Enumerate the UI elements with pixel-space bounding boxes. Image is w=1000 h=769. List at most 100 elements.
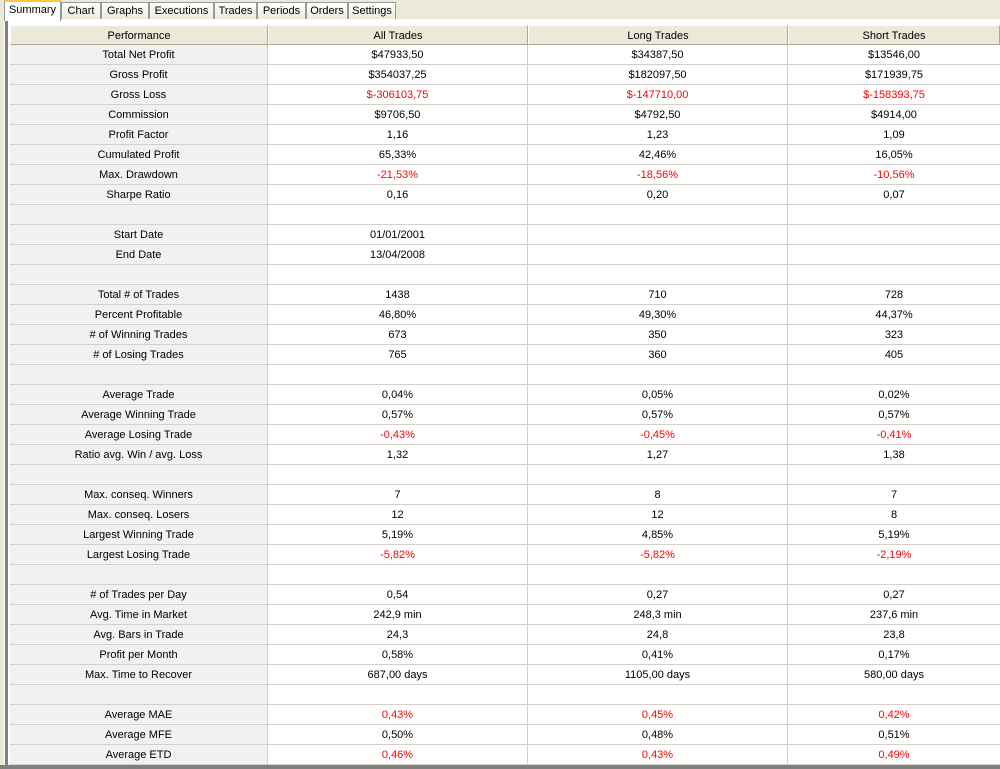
value-all-trades: 1,32 xyxy=(268,445,528,465)
value-long-trades xyxy=(528,265,788,285)
table-row[interactable]: Average Trade 0,04% 0,05% 0,02% xyxy=(10,385,1000,405)
tab-chart[interactable]: Chart xyxy=(61,2,101,19)
table-row[interactable]: # of Trades per Day 0,54 0,27 0,27 xyxy=(10,585,1000,605)
row-label: Avg. Bars in Trade xyxy=(10,625,268,645)
table-row[interactable]: Max. conseq. Losers 12 12 8 xyxy=(10,505,1000,525)
row-label: Total Net Profit xyxy=(10,45,268,65)
value-long-trades: 0,20 xyxy=(528,185,788,205)
table-row[interactable]: Total Net Profit $47933,50 $34387,50 $13546… xyxy=(10,45,1000,65)
table-row[interactable]: Start Date 01/01/2001 xyxy=(10,225,1000,245)
column-header-long-trades[interactable]: Long Trades xyxy=(528,25,788,45)
table-row[interactable]: # of Winning Trades 673 350 323 xyxy=(10,325,1000,345)
value-short-trades: 1,38 xyxy=(788,445,1000,465)
tab-summary[interactable]: Summary xyxy=(4,0,61,21)
value-short-trades: 0,42% xyxy=(788,705,1000,725)
value-all-trades: 673 xyxy=(268,325,528,345)
table-row[interactable] xyxy=(10,205,1000,225)
value-long-trades: 1,27 xyxy=(528,445,788,465)
value-long-trades: 12 xyxy=(528,505,788,525)
table-row[interactable]: Total # of Trades 1438 710 728 xyxy=(10,285,1000,305)
tab-bar: Summary Chart Graphs Executions Trades Period… xyxy=(0,0,1000,21)
table-row[interactable]: Gross Profit $354037,25 $182097,50 $171939,… xyxy=(10,65,1000,85)
table-row[interactable]: End Date 13/04/2008 xyxy=(10,245,1000,265)
table-row[interactable]: Max. Time to Recover 687,00 days 1105,00 d… xyxy=(10,665,1000,685)
row-label xyxy=(10,265,268,285)
value-long-trades: 350 xyxy=(528,325,788,345)
horizontal-scrollbar[interactable] xyxy=(0,765,1000,769)
value-all-trades: -21,53% xyxy=(268,165,528,185)
table-row[interactable] xyxy=(10,265,1000,285)
table-row[interactable]: Average Winning Trade 0,57% 0,57% 0,57% xyxy=(10,405,1000,425)
value-short-trades: 0,02% xyxy=(788,385,1000,405)
value-long-trades: -18,56% xyxy=(528,165,788,185)
tab-graphs[interactable]: Graphs xyxy=(101,2,149,19)
table-row[interactable]: Profit per Month 0,58% 0,41% 0,17% xyxy=(10,645,1000,665)
value-short-trades xyxy=(788,685,1000,705)
row-label: Average Losing Trade xyxy=(10,425,268,445)
table-row[interactable] xyxy=(10,565,1000,585)
value-long-trades: 248,3 min xyxy=(528,605,788,625)
column-header-all-trades[interactable]: All Trades xyxy=(268,25,528,45)
value-short-trades: 1,09 xyxy=(788,125,1000,145)
column-header-performance[interactable]: Performance xyxy=(10,25,268,45)
tab-trades[interactable]: Trades xyxy=(214,2,257,19)
table-row[interactable]: Average MFE 0,50% 0,48% 0,51% xyxy=(10,725,1000,745)
performance-table: Performance All Trades Long Trades Short… xyxy=(10,25,1000,765)
table-row[interactable]: Commission $9706,50 $4792,50 $4914,00 xyxy=(10,105,1000,125)
row-label: Start Date xyxy=(10,225,268,245)
table-row[interactable]: Average MAE 0,43% 0,45% 0,42% xyxy=(10,705,1000,725)
value-long-trades: 710 xyxy=(528,285,788,305)
table-row[interactable] xyxy=(10,365,1000,385)
row-label: Max. Drawdown xyxy=(10,165,268,185)
tab-orders[interactable]: Orders xyxy=(306,2,348,19)
value-short-trades: $-158393,75 xyxy=(788,85,1000,105)
row-label: Max. conseq. Losers xyxy=(10,505,268,525)
table-row[interactable]: Avg. Bars in Trade 24,3 24,8 23,8 xyxy=(10,625,1000,645)
tab-executions[interactable]: Executions xyxy=(149,2,214,19)
row-label: Average ETD xyxy=(10,745,268,765)
table-row[interactable]: Largest Winning Trade 5,19% 4,85% 5,19% xyxy=(10,525,1000,545)
value-all-trades: 0,50% xyxy=(268,725,528,745)
column-header-short-trades[interactable]: Short Trades xyxy=(788,25,1000,45)
row-label: Cumulated Profit xyxy=(10,145,268,165)
value-long-trades xyxy=(528,465,788,485)
value-short-trades: -2,19% xyxy=(788,545,1000,565)
table-row[interactable]: Avg. Time in Market 242,9 min 248,3 min 237… xyxy=(10,605,1000,625)
row-label: Average Winning Trade xyxy=(10,405,268,425)
value-all-trades: 687,00 days xyxy=(268,665,528,685)
row-label: Average MAE xyxy=(10,705,268,725)
table-row[interactable]: Average ETD 0,46% 0,43% 0,49% xyxy=(10,745,1000,765)
table-row[interactable]: Gross Loss $-306103,75 $-147710,00 $-158393… xyxy=(10,85,1000,105)
tab-periods[interactable]: Periods xyxy=(257,2,306,19)
tab-settings[interactable]: Settings xyxy=(348,2,396,19)
value-long-trades: $182097,50 xyxy=(528,65,788,85)
table-row[interactable]: Profit Factor 1,16 1,23 1,09 xyxy=(10,125,1000,145)
table-row[interactable]: Largest Losing Trade -5,82% -5,82% -2,19% xyxy=(10,545,1000,565)
table-row[interactable]: Percent Profitable 46,80% 49,30% 44,37% xyxy=(10,305,1000,325)
panel-border xyxy=(5,19,8,765)
value-long-trades: 0,45% xyxy=(528,705,788,725)
table-row[interactable]: Sharpe Ratio 0,16 0,20 0,07 xyxy=(10,185,1000,205)
value-long-trades: 8 xyxy=(528,485,788,505)
value-long-trades xyxy=(528,565,788,585)
value-all-trades: 0,46% xyxy=(268,745,528,765)
value-all-trades: 1,16 xyxy=(268,125,528,145)
value-long-trades: 49,30% xyxy=(528,305,788,325)
row-label: Largest Losing Trade xyxy=(10,545,268,565)
table-row[interactable] xyxy=(10,465,1000,485)
value-long-trades: 42,46% xyxy=(528,145,788,165)
value-long-trades: 0,43% xyxy=(528,745,788,765)
value-all-trades: 24,3 xyxy=(268,625,528,645)
table-row[interactable]: Max. conseq. Winners 7 8 7 xyxy=(10,485,1000,505)
value-short-trades xyxy=(788,265,1000,285)
table-row[interactable]: # of Losing Trades 765 360 405 xyxy=(10,345,1000,365)
table-row[interactable]: Average Losing Trade -0,43% -0,45% -0,41% xyxy=(10,425,1000,445)
row-label: Gross Loss xyxy=(10,85,268,105)
table-row[interactable]: Cumulated Profit 65,33% 42,46% 16,05% xyxy=(10,145,1000,165)
value-all-trades: 0,57% xyxy=(268,405,528,425)
value-short-trades xyxy=(788,565,1000,585)
table-row[interactable]: Max. Drawdown -21,53% -18,56% -10,56% xyxy=(10,165,1000,185)
value-short-trades xyxy=(788,225,1000,245)
table-row[interactable]: Ratio avg. Win / avg. Loss 1,32 1,27 1,38 xyxy=(10,445,1000,465)
table-row[interactable] xyxy=(10,685,1000,705)
